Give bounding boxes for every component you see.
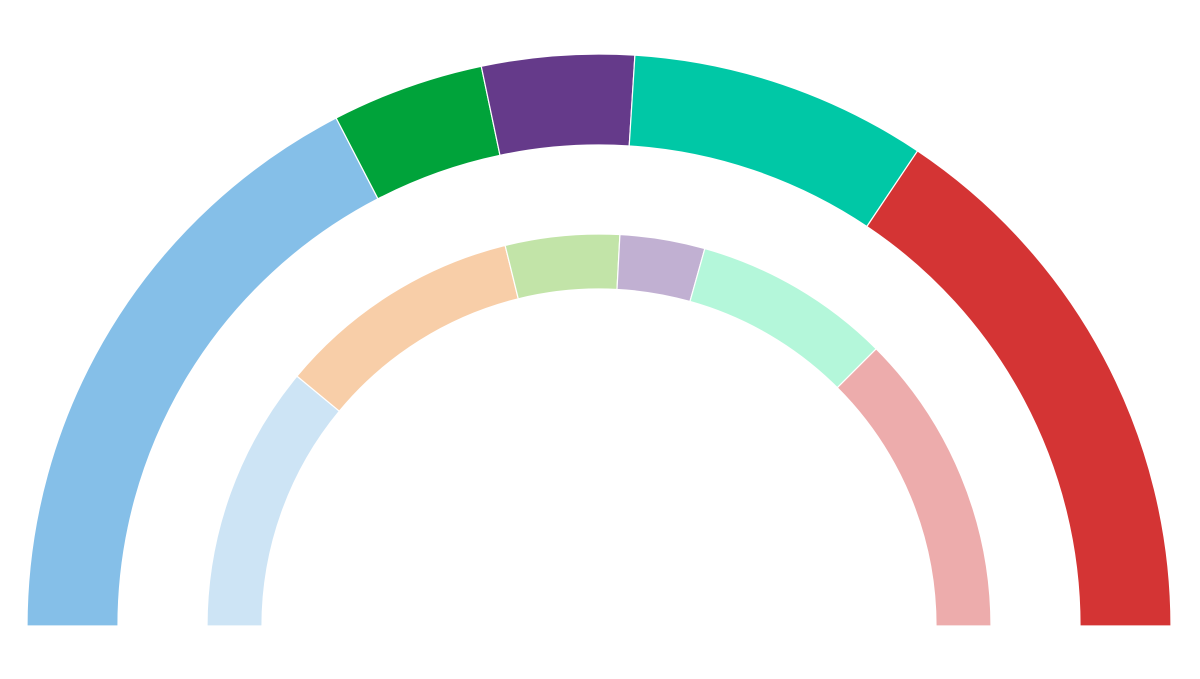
outer-ring-segment-3[interactable] <box>480 53 636 157</box>
inner-ring-segment-3[interactable] <box>504 233 621 300</box>
outer-ring-segment-4[interactable] <box>628 54 919 228</box>
inner-ring-segment-2[interactable] <box>296 244 519 413</box>
inner-ring-segment-1[interactable] <box>206 375 341 627</box>
outer-ring-segment-5[interactable] <box>866 150 1172 627</box>
outer-ring <box>26 53 1172 627</box>
inner-ring-segment-5[interactable] <box>689 247 878 389</box>
inner-ring <box>206 233 992 627</box>
inner-ring-segment-4[interactable] <box>616 233 706 303</box>
inner-ring-segment-6[interactable] <box>836 347 992 627</box>
